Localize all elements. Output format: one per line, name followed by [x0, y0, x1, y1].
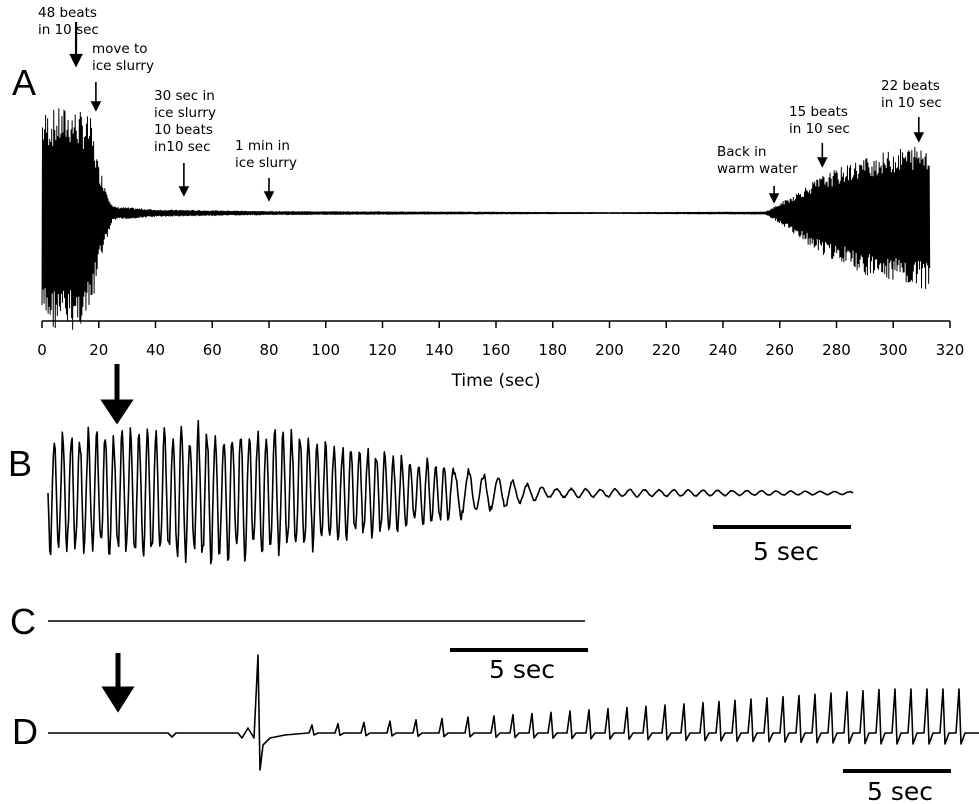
annotation-label: 30 sec in ice slurry 10 beats in10 sec: [154, 88, 216, 155]
annotation-label: 15 beats in 10 sec: [789, 104, 850, 137]
annotation-label: move to ice slurry: [92, 41, 154, 74]
x-tick-label: 320: [936, 341, 965, 359]
x-tick-label: 140: [425, 341, 454, 359]
panel-b: B 5 sec: [8, 364, 854, 566]
panel-d: D 5 sec: [12, 653, 979, 804]
x-tick-label: 260: [765, 341, 794, 359]
x-tick-label: 100: [311, 341, 340, 359]
panel-b-arrow-icon: [100, 364, 134, 425]
x-tick-label: 20: [89, 341, 108, 359]
panel-a-trace: [41, 108, 931, 330]
panel-c: C 5 sec: [10, 601, 588, 684]
panel-d-scale-label: 5 sec: [867, 777, 933, 804]
panel-d-trace: [48, 654, 979, 771]
annotation-arrow-icon: [263, 178, 275, 202]
panel-c-scale-label: 5 sec: [489, 655, 555, 684]
annotation-arrow-icon: [69, 22, 83, 68]
panel-b-trace: [47, 419, 854, 565]
annotation-arrow-icon: [768, 186, 780, 204]
x-tick-label: 80: [259, 341, 278, 359]
panel-c-label: C: [10, 601, 36, 642]
x-tick-label: 120: [368, 341, 397, 359]
panel-a-x-label: Time (sec): [451, 371, 541, 391]
annotation-arrow-icon: [90, 82, 102, 112]
x-tick-label: 40: [146, 341, 165, 359]
x-tick-label: 240: [709, 341, 738, 359]
annotation-arrow-icon: [178, 163, 190, 197]
annotation-label: 22 beats in 10 sec: [881, 78, 942, 111]
annotation-label: 1 min in ice slurry: [235, 138, 297, 171]
panel-a-x-ticks: 0 20 40 60 80 100 120 140 160 180 200 220 240 260 280 3…: [37, 321, 964, 359]
panel-d-label: D: [12, 711, 38, 752]
x-tick-label: 220: [652, 341, 681, 359]
panel-b-label: B: [8, 443, 32, 484]
annotation-label: 48 beats in 10 sec: [38, 5, 99, 38]
x-tick-label: 160: [482, 341, 511, 359]
panel-d-arrow-icon: [101, 653, 135, 713]
x-tick-label: 60: [203, 341, 222, 359]
x-tick-label: 280: [822, 341, 851, 359]
x-tick-label: 180: [538, 341, 567, 359]
x-tick-label: 200: [595, 341, 624, 359]
annotation-arrow-icon: [817, 143, 828, 168]
panel-a-label: A: [12, 62, 36, 103]
x-tick-label: 300: [879, 341, 908, 359]
annotation-label: Back in warm water: [717, 144, 798, 177]
annotation-arrow-icon: [913, 117, 925, 143]
x-tick-label: 0: [37, 341, 47, 359]
panel-b-scale-label: 5 sec: [753, 537, 819, 566]
